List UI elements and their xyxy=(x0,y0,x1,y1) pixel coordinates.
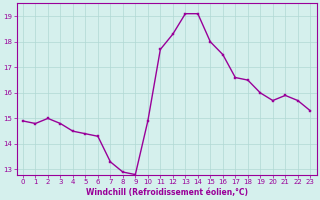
X-axis label: Windchill (Refroidissement éolien,°C): Windchill (Refroidissement éolien,°C) xyxy=(85,188,248,197)
